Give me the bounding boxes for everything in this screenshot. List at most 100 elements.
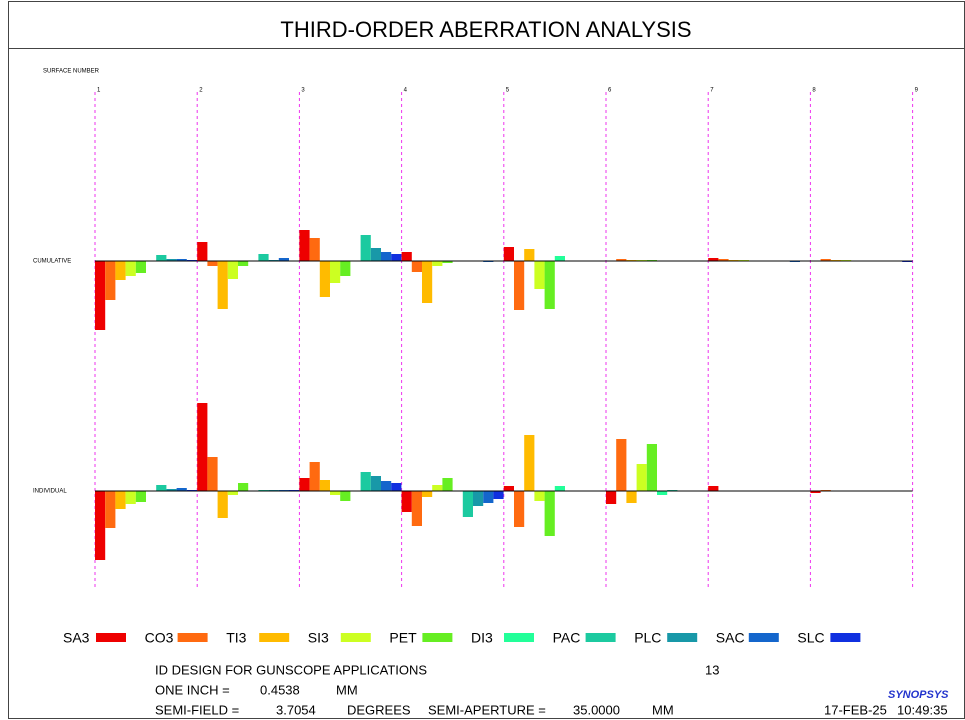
bar [115, 491, 126, 509]
panel-label: CUMULATIVE [33, 259, 71, 265]
bar [105, 491, 116, 528]
legend-label: SI3 [308, 630, 329, 646]
surface-number: 1 [97, 88, 101, 94]
bar [606, 491, 617, 504]
surface-number: 5 [506, 88, 510, 94]
bar [299, 478, 310, 491]
bar [391, 483, 402, 491]
legend-label: DI3 [471, 630, 493, 646]
legend-swatch [177, 633, 208, 642]
bar [217, 491, 228, 518]
bar [319, 261, 330, 297]
bar [636, 464, 647, 491]
bar [207, 261, 218, 266]
panel-label: INDIVIDUAL [33, 489, 67, 495]
legend-swatch [422, 633, 453, 642]
bar [514, 261, 525, 310]
bar [238, 483, 249, 491]
chart-title: THIRD-ORDER ABERRATION ANALYSIS [280, 17, 691, 42]
bar [483, 491, 494, 503]
field-unit: DEGREES [347, 702, 411, 717]
legend-swatch [96, 633, 126, 642]
legend-label: PET [389, 630, 417, 646]
bar [340, 261, 351, 276]
bar [125, 491, 136, 504]
bar [207, 457, 218, 491]
field-label: SEMI-FIELD = [155, 702, 239, 717]
bar [125, 261, 136, 276]
inch-label: ONE INCH = [155, 682, 230, 697]
bar [616, 439, 627, 491]
bar [370, 476, 381, 491]
surface-number: 8 [812, 88, 816, 94]
frame [8, 1, 965, 719]
bar [135, 261, 146, 273]
bar [360, 472, 371, 491]
surface-number: 6 [608, 88, 612, 94]
bar [381, 252, 392, 261]
bar [156, 255, 167, 261]
bar [503, 486, 514, 491]
legend-swatch [585, 633, 616, 642]
bar [411, 491, 422, 526]
legend-label: PLC [634, 630, 661, 646]
bar [810, 491, 821, 493]
legend-swatch [340, 633, 371, 642]
bar [166, 489, 177, 491]
bar [401, 252, 412, 261]
surface-number: 7 [710, 88, 714, 94]
bar [95, 261, 106, 330]
legend-label: TI3 [226, 630, 246, 646]
legend-swatch [748, 633, 779, 642]
inch-unit: MM [336, 682, 358, 697]
bar [708, 258, 719, 261]
bar [503, 247, 514, 261]
bar [217, 261, 228, 309]
date: 17-FEB-25 [824, 702, 887, 717]
legend-label: PAC [553, 630, 581, 646]
bar [411, 261, 422, 272]
time: 10:49:35 [897, 702, 948, 717]
bar [227, 261, 238, 279]
bar [544, 491, 555, 536]
bar [370, 248, 381, 261]
surface-number: 3 [301, 88, 305, 94]
aperture-label: SEMI-APERTURE = [428, 702, 546, 717]
surface-number: 4 [404, 88, 408, 94]
bar [340, 491, 351, 501]
aperture-value: 35.0000 [573, 702, 620, 717]
bar [105, 261, 116, 300]
bar [156, 485, 167, 491]
bar [381, 481, 392, 491]
bar [391, 254, 402, 261]
design-name: ID DESIGN FOR GUNSCOPE APPLICATIONS [155, 662, 427, 677]
bar [524, 435, 535, 491]
bar [718, 259, 729, 261]
bar [422, 261, 433, 303]
bar [309, 462, 320, 491]
bar [493, 491, 504, 499]
aperture-unit: MM [652, 702, 674, 717]
bar [238, 261, 249, 266]
bar [534, 261, 545, 289]
bar [176, 259, 187, 261]
brand: SYNOPSYS [888, 689, 949, 701]
bar [626, 491, 637, 503]
bar [616, 259, 627, 261]
inch-value: 0.4538 [260, 682, 300, 697]
bar [422, 491, 433, 497]
bar [401, 491, 412, 512]
bar [95, 491, 106, 560]
legend-label: SA3 [63, 630, 90, 646]
surface-number: 9 [915, 88, 919, 94]
bar [473, 491, 484, 506]
design-number: 13 [705, 662, 719, 677]
bar [432, 485, 443, 491]
surface-label: SURFACE NUMBER [43, 69, 100, 75]
bar [299, 230, 310, 261]
bar [442, 261, 453, 263]
bar [278, 258, 289, 261]
bar [135, 491, 146, 502]
legend-swatch [259, 633, 290, 642]
